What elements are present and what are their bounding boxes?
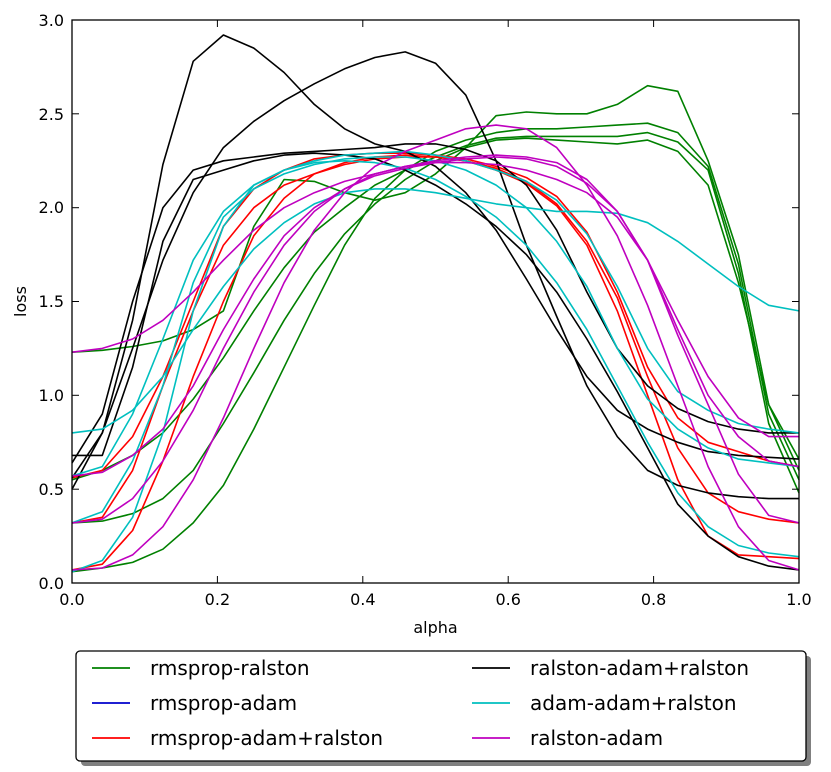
y-tick-label: 3.0: [39, 11, 64, 30]
x-axis-label: alpha: [413, 618, 457, 637]
series-line-adam-adam-ralston-1: [71, 150, 800, 477]
y-axis: 0.0 0.5 1.0 1.5 2.0 2.5 3.0 loss: [11, 11, 799, 593]
y-tick-label: 1.5: [39, 292, 64, 311]
series-line-ralston-adam-ralston-1: [71, 143, 799, 464]
series-line-ralston-adam-0: [71, 154, 799, 438]
x-tick-label: 0.8: [641, 590, 666, 609]
x-tick-label: 0.0: [59, 590, 84, 609]
series-lines: [71, 34, 800, 573]
legend-label: rmsprop-adam: [150, 691, 297, 715]
series-line-rmsprop-adam-ralston-2: [71, 154, 800, 571]
x-tick-label: 0.4: [350, 590, 375, 609]
y-tick-label: 0.5: [39, 480, 64, 499]
legend-label: adam-adam+ralston: [530, 691, 737, 715]
x-axis: 0.0 0.2 0.4 0.6 0.8 1.0 alpha: [59, 20, 812, 637]
x-tick-label: 0.2: [205, 590, 230, 609]
y-axis-label: loss: [11, 286, 30, 317]
series-line-ralston-adam-ralston-3: [72, 152, 800, 571]
series-line-adam-adam-ralston-0: [71, 188, 800, 434]
y-tick-label: 0.0: [39, 574, 64, 593]
legend-label: ralston-adam: [530, 726, 663, 750]
legend-label: rmsprop-adam+ralston: [150, 726, 383, 750]
y-tick-label: 2.0: [39, 198, 64, 217]
series-line-adam-adam-ralston-3: [71, 160, 800, 573]
y-tick-label: 2.5: [39, 105, 64, 124]
legend: rmsprop-ralston rmsprop-adam rmsprop-ada…: [75, 650, 811, 766]
legend-box: [75, 650, 807, 762]
series-line-ralston-adam-ralston-0: [71, 34, 800, 490]
series-line-ralston-adam-2: [71, 161, 800, 524]
series-line-ralston-adam-3: [71, 124, 800, 571]
x-tick-label: 0.6: [495, 590, 520, 609]
legend-label: ralston-adam+ralston: [530, 656, 749, 680]
y-tick-label: 1.0: [39, 386, 64, 405]
series-line-ralston-adam-ralston-2: [71, 51, 799, 500]
series-line-rmsprop-ralston-3: [71, 122, 800, 573]
x-tick-label: 1.0: [786, 590, 811, 609]
legend-label: rmsprop-ralston: [150, 656, 310, 680]
legend-entries: rmsprop-ralston rmsprop-adam rmsprop-ada…: [92, 656, 749, 750]
